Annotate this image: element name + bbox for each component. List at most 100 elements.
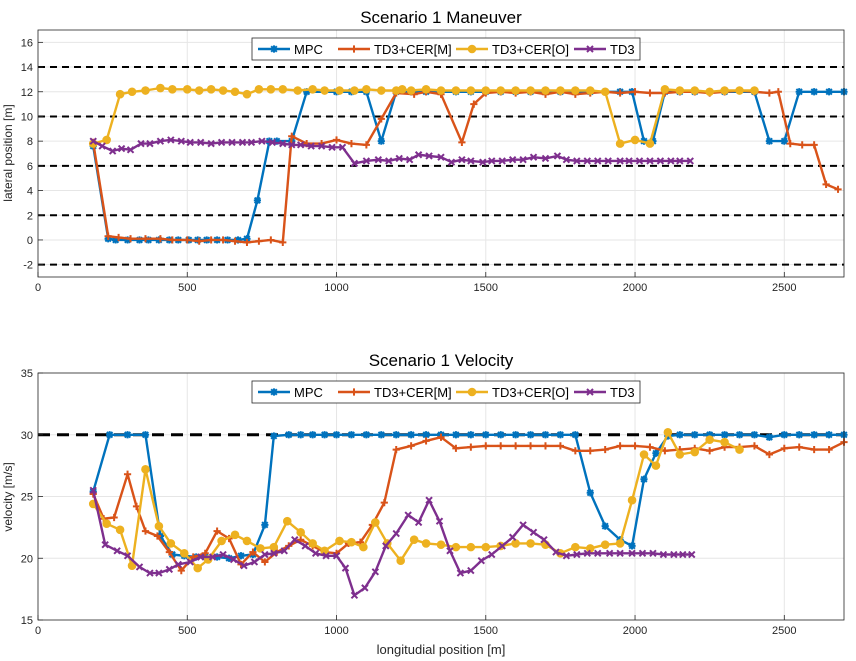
velocity-legend-label: MPC [294, 385, 323, 400]
maneuver-point-td3-cer-m [347, 140, 356, 148]
velocity-point-td3-cer-o [179, 549, 189, 558]
velocity-point-mpc [106, 431, 114, 439]
velocity-point-mpc [512, 431, 520, 439]
velocity-point-td3 [659, 550, 668, 559]
maneuver-point-td3-cer-m [798, 141, 806, 149]
velocity-point-td3 [605, 549, 614, 558]
maneuver-point-td3-cer-o [615, 139, 625, 148]
maneuver-point-td3 [488, 157, 496, 165]
velocity-point-td3-cer-o [421, 539, 431, 548]
maneuver-point-td3 [562, 155, 571, 164]
maneuver-point-td3-cer-o [362, 84, 371, 94]
maneuver-point-td3-cer-m [470, 100, 478, 108]
velocity-point-td3-cer-m [110, 513, 118, 522]
velocity-point-mpc [332, 431, 341, 439]
maneuver-legend-marker [350, 45, 358, 53]
velocity-point-td3-cer-o [166, 539, 176, 548]
velocity-point-td3-cer-m [795, 443, 803, 451]
velocity-point-td3 [186, 558, 194, 566]
velocity-point-td3-cer-m [616, 442, 624, 450]
maneuver-point-td3-cer-o [218, 86, 228, 95]
velocity-point-td3 [311, 549, 320, 558]
velocity-point-td3-cer-o [296, 528, 305, 537]
maneuver-x-tick-label: 2500 [772, 282, 796, 294]
velocity-point-td3 [488, 550, 496, 559]
maneuver-point-mpc [825, 88, 833, 96]
maneuver-y-tick-label: 4 [27, 186, 33, 198]
velocity-point-td3-cer-o [511, 539, 520, 548]
maneuver-point-td3-cer-o [156, 83, 165, 93]
maneuver-point-td3 [646, 157, 654, 165]
maneuver-point-td3 [146, 139, 154, 148]
maneuver-point-td3-cer-m [377, 115, 385, 123]
velocity-point-td3 [688, 550, 696, 559]
maneuver-point-td3-cer-m [288, 132, 296, 140]
velocity-point-td3 [679, 550, 687, 559]
velocity-point-td3 [540, 536, 548, 544]
velocity-point-td3-cer-m [177, 567, 185, 575]
velocity-point-td3 [371, 568, 380, 576]
maneuver-point-td3-cer-o [206, 84, 216, 94]
velocity-point-td3 [174, 560, 183, 569]
maneuver-point-td3-cer-o [278, 84, 288, 94]
velocity-point-mpc [392, 431, 400, 439]
velocity-point-td3 [425, 496, 433, 504]
velocity-point-td3-cer-m [392, 445, 400, 454]
maneuver-y-axis-label: lateral position [m] [1, 104, 15, 201]
velocity-y-tick-label: 25 [21, 492, 33, 504]
velocity-point-td3 [552, 548, 560, 556]
velocity-point-td3-cer-m [261, 558, 269, 566]
maneuver-y-tick-label: 8 [27, 136, 33, 148]
velocity-point-mpc [601, 522, 609, 530]
maneuver-point-td3-cer-o [481, 86, 491, 95]
velocity-point-td3 [196, 553, 205, 561]
maneuver-point-mpc [123, 236, 132, 244]
velocity-point-td3 [583, 549, 591, 558]
maneuver-y-tick-label: 14 [21, 62, 33, 74]
maneuver-x-tick-label: 0 [35, 282, 41, 294]
velocity-point-td3-cer-m [141, 527, 150, 535]
maneuver-legend-item-mpc: MPC [258, 42, 323, 57]
velocity-point-td3-cer-m [541, 442, 550, 450]
velocity-point-mpc [377, 431, 385, 439]
velocity-point-mpc [765, 433, 773, 441]
maneuver-point-td3 [156, 137, 165, 145]
velocity-point-td3-cer-o [141, 465, 150, 474]
velocity-point-mpc [676, 431, 684, 439]
maneuver-point-td3-cer-m [646, 89, 654, 97]
velocity-point-td3-cer-o [526, 539, 535, 548]
velocity-legend-marker [270, 388, 278, 396]
maneuver-point-td3 [98, 142, 106, 150]
maneuver-point-td3-cer-m [156, 235, 164, 243]
velocity-point-td3-cer-o [663, 427, 673, 437]
velocity-x-tick-label: 2000 [623, 625, 647, 637]
maneuver-point-td3-cer-m [616, 89, 624, 97]
velocity-chart: Scenario 1 Velocity 0 500 1000 1500 2000 2500… [1, 351, 848, 657]
velocity-legend-box [251, 380, 641, 404]
maneuver-point-td3-cer-m [834, 185, 842, 193]
maneuver-point-td3 [385, 157, 393, 165]
velocity-point-td3-cer-m [467, 443, 475, 451]
velocity-point-td3 [477, 557, 486, 565]
maneuver-point-td3 [437, 153, 445, 161]
maneuver-point-td3-cer-m [267, 236, 275, 244]
maneuver-point-td3-cer-o [376, 86, 386, 95]
maneuver-point-td3-cer-o [182, 84, 192, 94]
velocity-y-tick-label: 20 [21, 553, 33, 565]
velocity-point-td3 [229, 555, 238, 564]
maneuver-point-td3-cer-o [660, 84, 670, 94]
velocity-point-td3-cer-o [571, 542, 580, 552]
maneuver-point-td3-cer-m [168, 236, 176, 244]
maneuver-point-td3-cer-o [571, 86, 580, 95]
maneuver-point-td3 [467, 157, 475, 165]
maneuver-point-td3-cer-o [645, 139, 655, 148]
maneuver-point-td3 [89, 137, 97, 145]
maneuver-point-td3-cer-o [141, 86, 150, 95]
velocity-line-td3 [92, 490, 692, 597]
maneuver-point-td3 [126, 146, 135, 154]
velocity-point-mpc [720, 431, 729, 439]
velocity-point-mpc [750, 431, 759, 439]
maneuver-series-td3 [89, 136, 694, 168]
velocity-point-td3-cer-m [123, 470, 132, 478]
velocity-point-mpc [452, 431, 460, 439]
